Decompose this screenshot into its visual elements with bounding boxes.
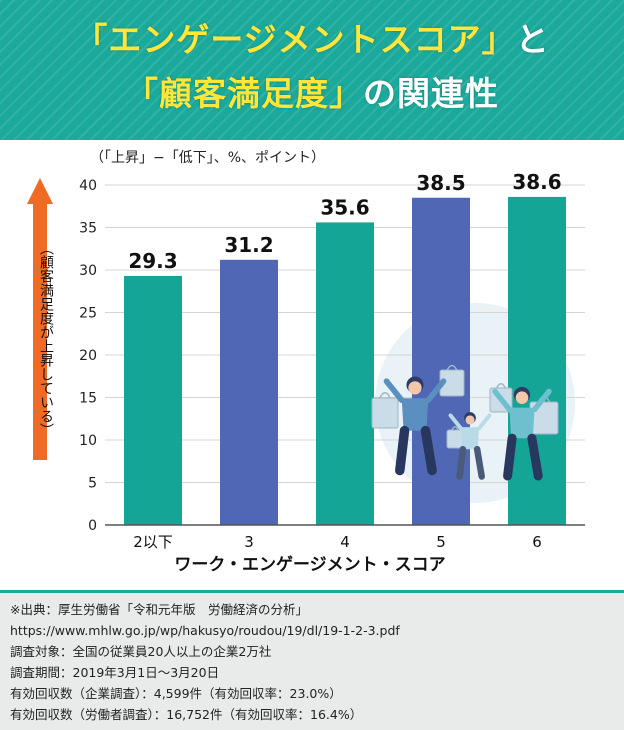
person-figure (492, 386, 552, 481)
x-axis-title: ワーク・エンゲージメント・スコア (174, 554, 445, 575)
y-tick-label: 40 (79, 178, 97, 194)
source-note: 有効回収数（労働者調査）：16,752件（有効回収率：16.4%） (10, 707, 363, 722)
shopping-bag-icon (371, 397, 399, 429)
y-tick-label: 35 (79, 221, 97, 237)
shopping-bag-icon (446, 429, 464, 449)
source-note: https://www.mhlw.go.jp/wp/hakusyo/roudou… (10, 623, 400, 638)
title-part: と (515, 20, 550, 59)
source-note: 調査期間：2019年3月1日〜3月20日 (10, 665, 220, 680)
title-part: 「エンゲージメントスコア」 (74, 20, 516, 59)
y-axis-title: （顧客満足度が上昇している） (38, 241, 54, 437)
bar-value-label: 38.6 (512, 170, 561, 194)
bar (220, 259, 278, 525)
y-tick-label: 0 (88, 518, 97, 534)
person-figure (448, 412, 492, 480)
bar (316, 222, 374, 525)
y-tick-label: 5 (88, 476, 97, 492)
y-tick-label: 10 (79, 433, 97, 449)
unit-note: （「上昇」−「低下」、%、ポイント） (90, 150, 325, 166)
family-figures (371, 364, 559, 481)
bar-value-label: 35.6 (320, 195, 369, 219)
source-note: 調査対象：全国の従業員20人以上の企業2万社 (10, 644, 272, 659)
bar-value-label: 31.2 (224, 233, 273, 257)
y-tick-label: 25 (79, 306, 97, 322)
title-line-2: 「顧客満足度」の関連性 (0, 72, 624, 116)
source-note: ※出典：厚生労働省「令和元年版 労働経済の分析」 (10, 602, 308, 617)
bar-value-label: 29.3 (128, 249, 177, 273)
x-tick-label: 2以下 (133, 533, 173, 551)
bar-value-label: 38.5 (416, 171, 465, 195)
bar (124, 275, 182, 525)
x-tick-label: 3 (244, 533, 254, 551)
title-part: 「顧客満足度」 (125, 74, 363, 113)
y-axis-up-arrow-icon (27, 178, 53, 460)
source-note: 有効回収数（企業調査）：4,599件（有効回収率：23.0%） (10, 686, 342, 701)
person-figure (383, 376, 447, 476)
source-notes: ※出典：厚生労働省「令和元年版 労働経済の分析」 https://www.mhlw… (0, 590, 624, 730)
title-line-1: 「エンゲージメントスコア」と (0, 18, 624, 62)
x-tick-label: 5 (436, 533, 446, 551)
y-tick-label: 20 (79, 348, 97, 364)
title-part: の関連性 (363, 74, 499, 113)
y-tick-label: 30 (79, 263, 97, 279)
y-tick-label: 15 (79, 391, 97, 407)
title-banner: 「エンゲージメントスコア」と 「顧客満足度」の関連性 (0, 0, 624, 140)
bar-chart: 0510152025303540（「上昇」−「低下」、%、ポイント）29.32以… (27, 150, 585, 575)
x-tick-label: 4 (340, 533, 350, 551)
chart-area: 0 5 10 15 20 25 30 35 40 （「上昇」−「低下」、%、ポイント） 29.3 2以… (0, 140, 624, 580)
x-tick-label: 6 (532, 533, 542, 551)
